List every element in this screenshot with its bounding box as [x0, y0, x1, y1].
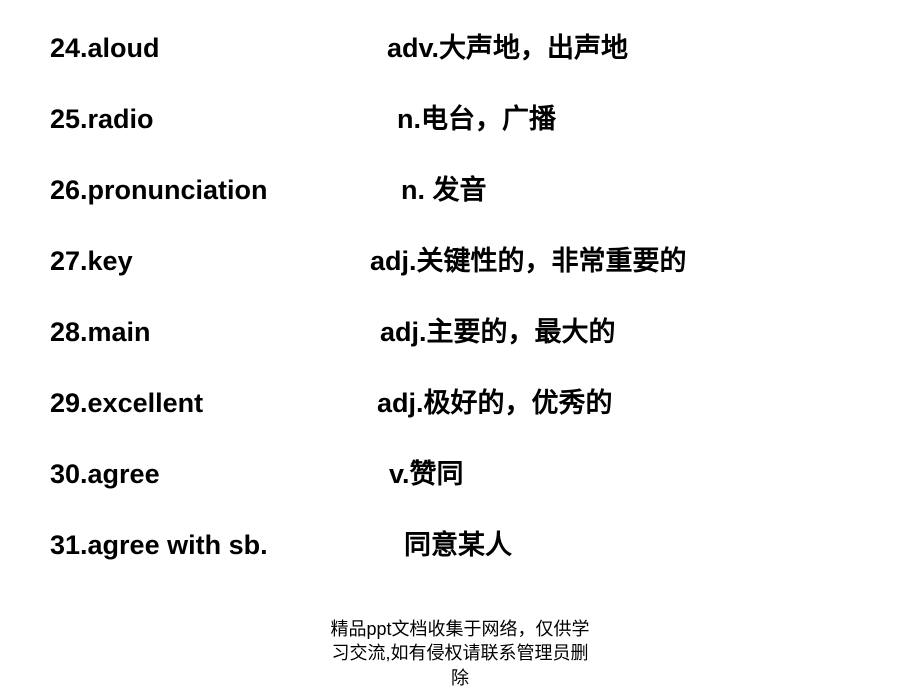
vocab-list: 24.aloud adv.大声地，出声地 25.radio n.电台，广播 26… — [0, 0, 920, 562]
vocab-row: 25.radio n.电台，广播 — [50, 97, 890, 136]
vocab-row: 26.pronunciation n. 发音 — [50, 168, 890, 207]
definition: 同意某人 — [370, 523, 890, 562]
vocab-row: 29.excellent adj.极好的，优秀的 — [50, 381, 890, 420]
vocab-row: 31.agree with sb. 同意某人 — [50, 523, 890, 562]
definition: adj.主要的，最大的 — [370, 310, 890, 349]
definition: adj.极好的，优秀的 — [370, 381, 890, 420]
term: 26.pronunciation — [50, 175, 370, 206]
vocab-row: 27.key adj.关键性的，非常重要的 — [50, 239, 890, 278]
footer-line: 习交流,如有侵权请联系管理员删 — [0, 641, 920, 665]
definition: adj.关键性的，非常重要的 — [370, 239, 890, 278]
term: 27.key — [50, 246, 370, 277]
vocab-row: 24.aloud adv.大声地，出声地 — [50, 26, 890, 65]
term: 30.agree — [50, 459, 370, 490]
definition: n.电台，广播 — [370, 97, 890, 136]
term: 24.aloud — [50, 33, 370, 64]
term: 29.excellent — [50, 388, 370, 419]
vocab-row: 30.agree v.赞同 — [50, 452, 890, 491]
footer-line: 精品ppt文档收集于网络，仅供学 — [0, 617, 920, 641]
footer-note: 精品ppt文档收集于网络，仅供学 习交流,如有侵权请联系管理员删 除 — [0, 617, 920, 690]
term: 28.main — [50, 317, 370, 348]
term: 25.radio — [50, 104, 370, 135]
footer-line: 除 — [0, 666, 920, 690]
definition: n. 发音 — [370, 168, 890, 207]
definition: adv.大声地，出声地 — [370, 26, 890, 65]
term: 31.agree with sb. — [50, 530, 370, 561]
definition: v.赞同 — [370, 452, 890, 491]
vocab-row: 28.main adj.主要的，最大的 — [50, 310, 890, 349]
